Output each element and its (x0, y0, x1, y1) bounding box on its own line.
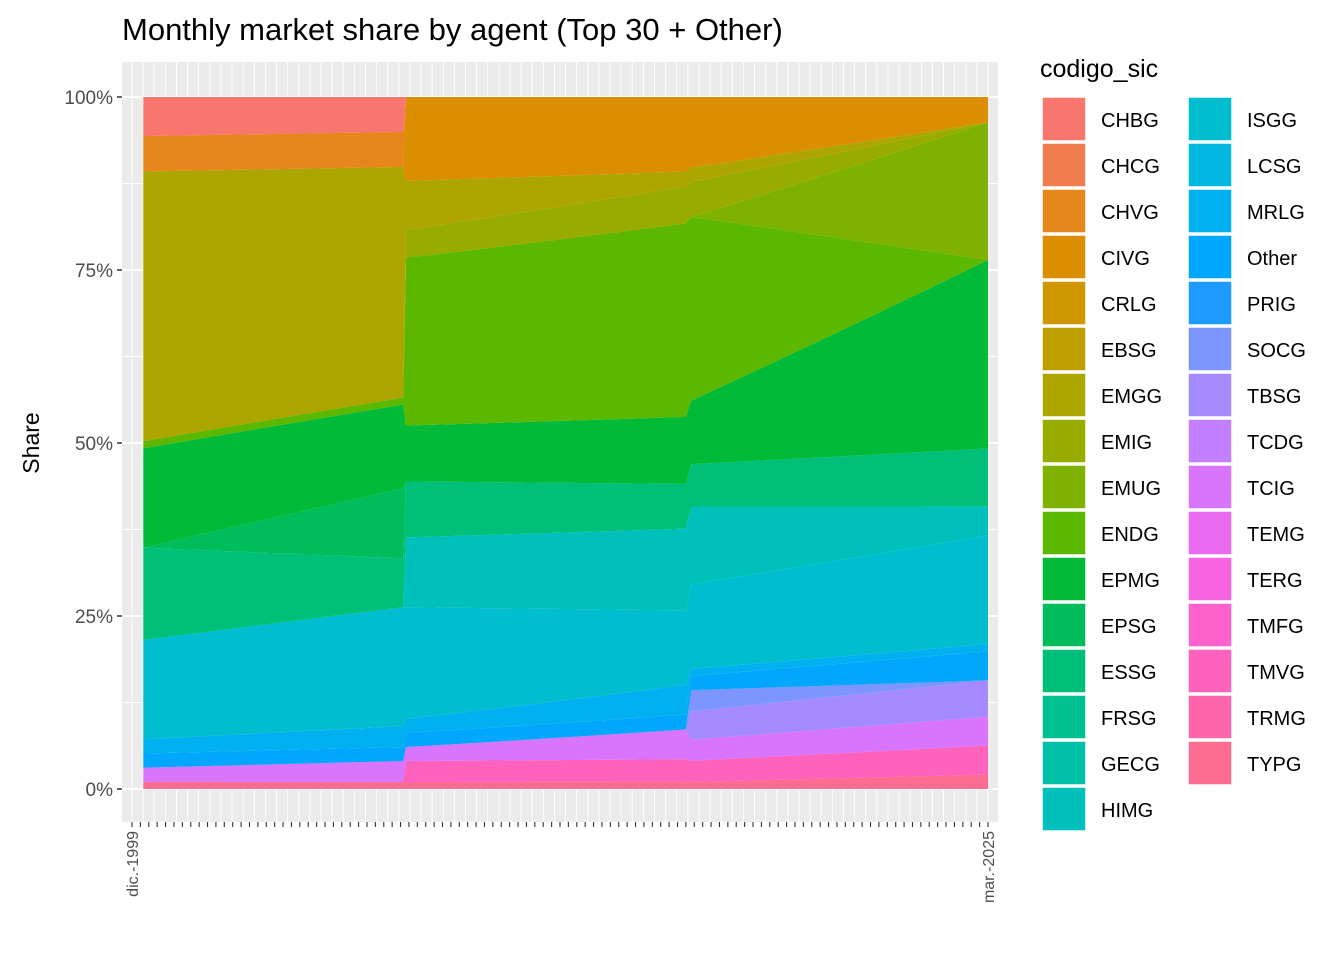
legend-label-typg: TYPG (1247, 754, 1301, 776)
legend-title: codigo_sic (1040, 55, 1158, 83)
legend-label-mrlg: MRLG (1247, 202, 1305, 224)
area-epsg (143, 448, 989, 559)
y-axis: 0% 25% 50% 75% 100% (64, 88, 122, 801)
area-epmg (143, 260, 989, 548)
area-isgg (143, 535, 989, 740)
legend-key-tmfg (1187, 602, 1233, 648)
area-himg (143, 506, 989, 640)
area-tbsg (143, 680, 989, 768)
y-tick-label: 0% (86, 780, 114, 801)
legend-label-himg: HIMG (1101, 800, 1153, 822)
legend-key-typg (1187, 740, 1233, 786)
legend-label-tcdg: TCDG (1247, 432, 1304, 454)
legend-key-essg (1041, 648, 1087, 694)
legend-key-chcg (1041, 142, 1087, 188)
legend-key-himg (1041, 786, 1087, 832)
legend-key-other (1187, 234, 1233, 280)
legend-key-emug (1041, 464, 1087, 510)
legend-label-trmg: TRMG (1247, 708, 1306, 730)
legend-label-other: Other (1247, 248, 1297, 270)
legend-key-emig (1041, 418, 1087, 464)
legend-key-epmg (1041, 556, 1087, 602)
area-chbg (143, 97, 989, 137)
legend-key-emgg (1041, 372, 1087, 418)
legend-label-chvg: CHVG (1101, 202, 1159, 224)
legend-label-chbg: CHBG (1101, 110, 1159, 132)
area-other (143, 651, 989, 768)
legend-key-tcdg (1187, 418, 1233, 464)
legend: codigo_sic CHBG CHCG CHVG CIVG CRLG EBSG EMGG E… (1040, 55, 1306, 832)
legend-label-terg: TERG (1247, 570, 1303, 592)
legend-key-trmg (1187, 694, 1233, 740)
legend-key-epsg (1041, 602, 1087, 648)
legend-label-tbsg: TBSG (1247, 386, 1301, 408)
y-tick-label: 50% (75, 434, 113, 455)
legend-key-endg (1041, 510, 1087, 556)
legend-key-chbg (1041, 96, 1087, 142)
area-civg (143, 97, 989, 181)
legend-label-crlg: CRLG (1101, 294, 1157, 316)
legend-key-lcsg (1187, 142, 1233, 188)
area-endg (143, 217, 989, 449)
legend-label-chcg: CHCG (1101, 156, 1160, 178)
legend-label-isgg: ISGG (1247, 110, 1297, 132)
x-tick-label: dic.-1999 (125, 831, 142, 897)
legend-label-tmvg: TMVG (1247, 662, 1305, 684)
area-emgg (143, 122, 989, 442)
area-tcig (143, 716, 989, 783)
legend-label-gecg: GECG (1101, 754, 1160, 776)
area-series (143, 97, 989, 789)
legend-key-tbsg (1187, 372, 1233, 418)
legend-key-tmvg (1187, 648, 1233, 694)
legend-label-civg: CIVG (1101, 248, 1150, 270)
legend-label-emig: EMIG (1101, 432, 1152, 454)
legend-label-prig: PRIG (1247, 294, 1296, 316)
legend-key-ebsg (1041, 326, 1087, 372)
legend-key-crlg (1041, 280, 1087, 326)
legend-key-tcig (1187, 464, 1233, 510)
legend-label-epmg: EPMG (1101, 570, 1160, 592)
legend-label-epsg: EPSG (1101, 616, 1157, 638)
legend-key-chvg (1041, 188, 1087, 234)
legend-label-frsg: FRSG (1101, 708, 1157, 730)
legend-key-isgg (1187, 96, 1233, 142)
area-mrlg (143, 644, 989, 754)
legend-label-emgg: EMGG (1101, 386, 1162, 408)
y-tick-label: 100% (64, 88, 113, 109)
y-tick-label: 25% (75, 607, 113, 628)
legend-key-frsg (1041, 694, 1087, 740)
legend-key-terg (1187, 556, 1233, 602)
legend-key-socg (1187, 326, 1233, 372)
legend-label-lcsg: LCSG (1247, 156, 1301, 178)
legend-label-socg: SOCG (1247, 340, 1306, 362)
legend-key-gecg (1041, 740, 1087, 786)
area-essg (143, 448, 989, 640)
area-socg (143, 680, 989, 768)
x-axis: dic.-1999 mar.-2025 (125, 822, 998, 903)
legend-label-endg: ENDG (1101, 524, 1159, 546)
area-emug (143, 122, 989, 442)
legend-label-tcig: TCIG (1247, 478, 1295, 500)
area-tmvg (143, 745, 989, 783)
legend-label-emug: EMUG (1101, 478, 1161, 500)
y-axis-label: Share (18, 412, 44, 473)
legend-label-ebsg: EBSG (1101, 340, 1157, 362)
legend-key-civg (1041, 234, 1087, 280)
chart-title: Monthly market share by agent (Top 30 + … (122, 12, 783, 47)
legend-label-temg: TEMG (1247, 524, 1305, 546)
area-chvg (143, 97, 989, 172)
y-tick-label: 75% (75, 261, 113, 282)
legend-label-tmfg: TMFG (1247, 616, 1304, 638)
x-tick-label: mar.-2025 (981, 831, 998, 903)
legend-label-essg: ESSG (1101, 662, 1157, 684)
area-typg (143, 774, 989, 789)
legend-key-temg (1187, 510, 1233, 556)
legend-key-mrlg (1187, 188, 1233, 234)
legend-key-prig (1187, 280, 1233, 326)
